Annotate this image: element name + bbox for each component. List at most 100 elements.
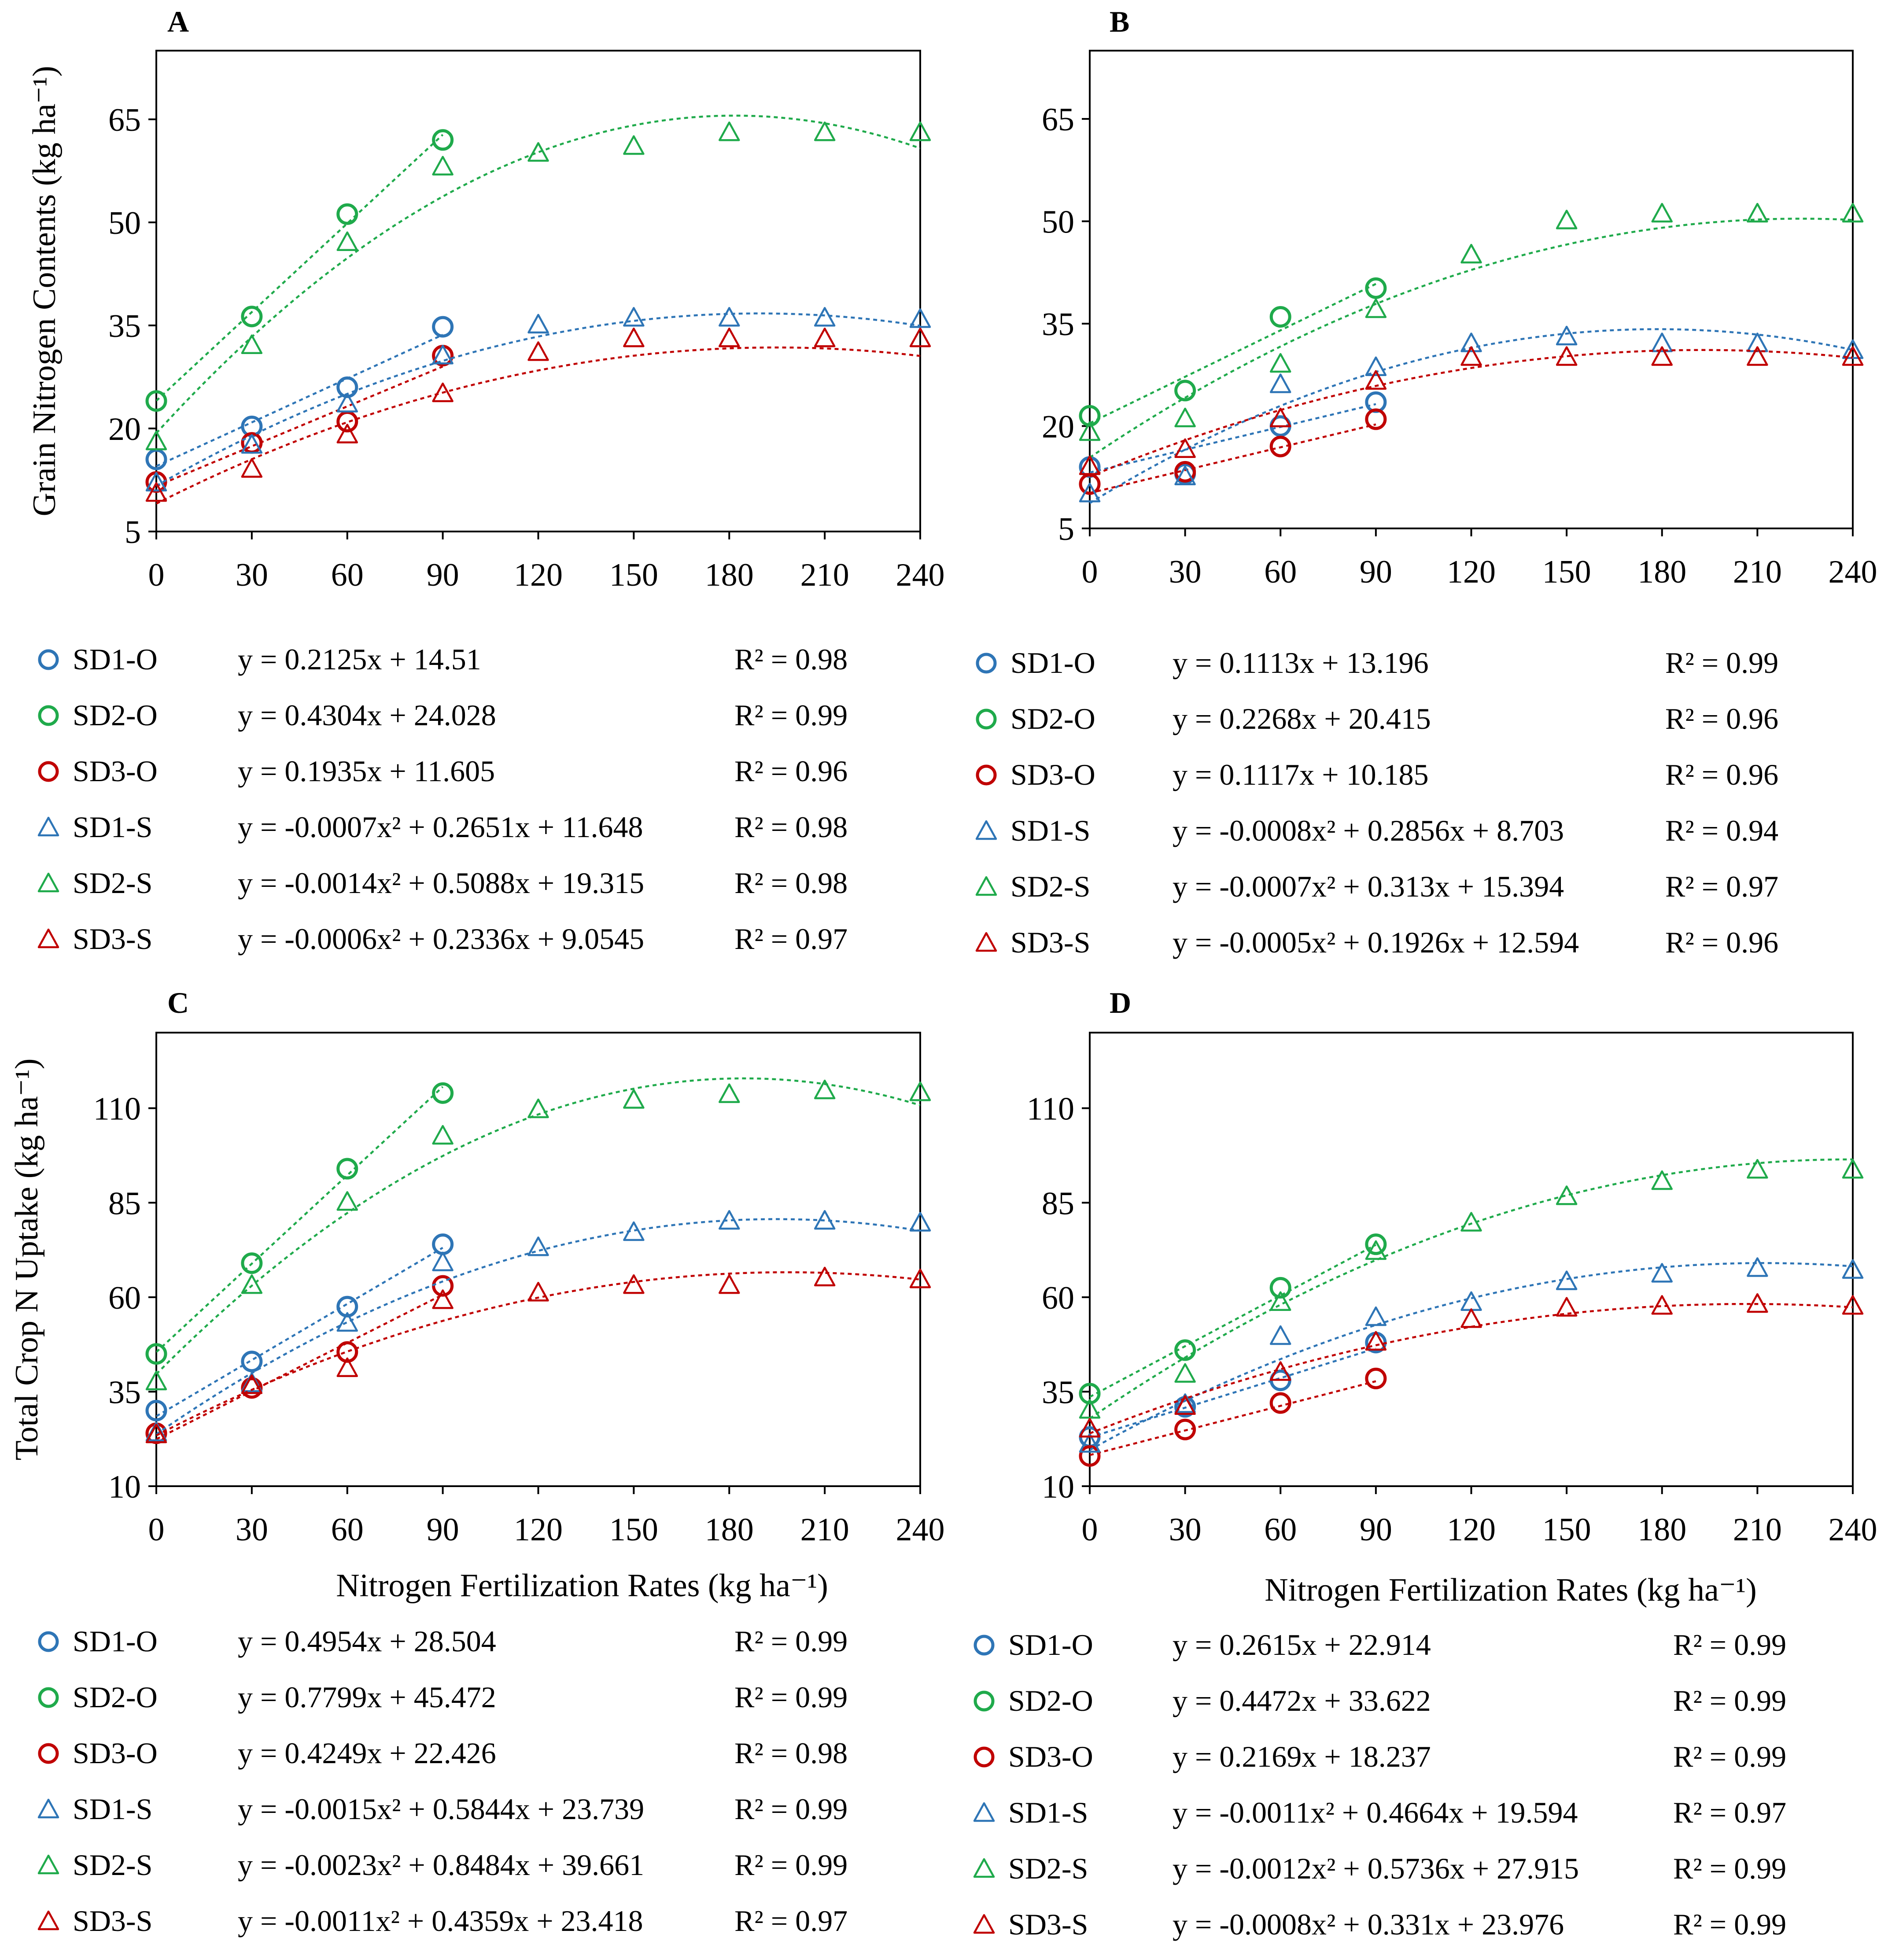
plot-frame xyxy=(155,50,921,532)
legend-marker-sd3-s xyxy=(973,1914,995,1934)
point-sd2-o xyxy=(1269,306,1291,328)
x-tick-label: 60 xyxy=(1264,554,1297,590)
legend-label-sd1-s: SD1-S xyxy=(73,810,152,844)
y-tick-label: 10 xyxy=(108,1469,141,1505)
point-sd1-s xyxy=(909,308,931,328)
point-sd3-s xyxy=(1842,1295,1864,1315)
point-sd1-o xyxy=(241,1351,263,1373)
point-sd1-s xyxy=(432,1251,454,1271)
x-tick-label: 120 xyxy=(514,557,563,593)
panel-label: D xyxy=(1110,986,1131,1019)
legend-r2-sd1-o: R² = 0.99 xyxy=(1665,646,1778,679)
legend-r2-sd2-s: R² = 0.99 xyxy=(1673,1852,1786,1885)
trendline-sd2-s xyxy=(156,1077,920,1375)
point-sd2-s xyxy=(1079,1399,1101,1419)
point-sd1-s xyxy=(814,1210,836,1230)
legend-marker-sd1-o xyxy=(976,653,997,674)
point-sd3-o xyxy=(1365,408,1387,430)
legend-equation-sd1-s: y = -0.0015x² + 0.5844x + 23.739 xyxy=(238,1792,644,1826)
point-sd1-s xyxy=(1556,325,1578,346)
point-sd1-s xyxy=(1365,1306,1387,1326)
panel-label: A xyxy=(167,5,189,38)
point-sd2-o xyxy=(1365,1233,1387,1255)
point-sd1-o xyxy=(145,1399,167,1421)
point-sd2-o xyxy=(1079,405,1101,427)
point-sd3-s xyxy=(1842,346,1864,366)
panel-a: A 5 20 35 50 65 0 30 60 90 120 150 180 210 240 Grain Ni… xyxy=(26,5,945,956)
point-sd2-o xyxy=(145,390,167,412)
trendline-sd1-s xyxy=(1090,328,1853,504)
point-sd2-o xyxy=(1079,1383,1101,1405)
point-sd1-s xyxy=(145,472,167,492)
point-sd3-s xyxy=(1651,1295,1673,1315)
point-sd3-s xyxy=(1556,1297,1578,1317)
y-tick-label: 35 xyxy=(1042,306,1074,343)
trendline-sd2-o xyxy=(1090,283,1376,424)
trendline-sd1-s xyxy=(156,312,920,487)
point-sd1-o xyxy=(336,1296,358,1318)
point-sd1-o xyxy=(336,376,358,398)
point-sd2-s xyxy=(623,135,645,155)
legend-label-sd3-s: SD3-S xyxy=(1008,1908,1088,1941)
legend-marker-sd2-s xyxy=(37,872,59,893)
y-tick-label: 65 xyxy=(108,102,141,138)
panel-label: C xyxy=(167,986,189,1019)
legend-r2-sd2-o: R² = 0.99 xyxy=(1673,1684,1786,1717)
trendline-sd2-s xyxy=(1090,1158,1853,1420)
point-sd2-s xyxy=(814,1079,836,1100)
legend-marker-sd2-o xyxy=(38,1687,59,1708)
x-tick-label: 0 xyxy=(148,557,165,593)
point-sd1-s xyxy=(719,1210,740,1230)
point-sd1-s xyxy=(1079,483,1101,502)
legend-equation-sd2-o: y = 0.7799x + 45.472 xyxy=(238,1680,496,1714)
x-tick-label: 180 xyxy=(705,1512,754,1548)
point-sd3-s xyxy=(1460,1308,1482,1328)
point-sd3-s xyxy=(336,1357,358,1377)
point-sd2-s xyxy=(241,334,263,354)
legend-label-sd1-s: SD1-S xyxy=(73,1792,152,1826)
legend-label-sd2-s: SD2-S xyxy=(73,866,152,900)
legend-label-sd1-o: SD1-O xyxy=(73,1624,158,1658)
legend-label-sd3-s: SD3-S xyxy=(73,1904,152,1938)
point-sd3-o xyxy=(336,410,358,432)
point-sd2-o xyxy=(432,1082,454,1104)
point-sd1-s xyxy=(909,1212,931,1232)
y-tick-label: 5 xyxy=(1058,511,1074,547)
point-sd2-s xyxy=(1365,1240,1387,1260)
point-sd3-o xyxy=(241,1377,263,1399)
legend-equation-sd2-s: y = -0.0014x² + 0.5088x + 19.315 xyxy=(238,866,644,900)
point-sd3-s xyxy=(623,1274,645,1294)
point-sd2-s xyxy=(527,142,549,162)
point-sd2-s xyxy=(241,1274,263,1294)
point-sd3-s xyxy=(145,1423,167,1443)
y-tick-label: 110 xyxy=(93,1091,141,1127)
legend-marker-sd3-o xyxy=(38,761,59,782)
trendline-sd3-o xyxy=(156,365,443,487)
y-tick-label: 35 xyxy=(108,308,141,344)
point-sd2-s xyxy=(623,1089,645,1109)
point-sd2-s xyxy=(432,1125,454,1145)
x-tick-label: 30 xyxy=(236,1512,268,1548)
trendline-sd3-o xyxy=(156,1294,443,1440)
legend-marker-sd2-s xyxy=(975,876,997,896)
legend-equation-sd2-s: y = -0.0012x² + 0.5736x + 27.915 xyxy=(1173,1852,1579,1885)
point-sd2-s xyxy=(1747,203,1768,223)
x-tick-label: 30 xyxy=(1169,554,1202,590)
legend-equation-sd2-o: y = 0.4304x + 24.028 xyxy=(238,698,496,732)
point-sd1-s xyxy=(1270,1325,1291,1345)
legend-r2-sd1-o: R² = 0.99 xyxy=(734,1624,848,1658)
point-sd2-s xyxy=(1174,1363,1196,1383)
trendline-sd2-o xyxy=(156,134,444,402)
point-sd1-s xyxy=(719,307,740,327)
point-sd3-o xyxy=(1174,1418,1196,1440)
trendline-sd1-o xyxy=(156,1247,443,1417)
legend-label-sd1-o: SD1-O xyxy=(1010,646,1095,679)
point-sd3-s xyxy=(814,327,836,347)
legend-label-sd3-s: SD3-S xyxy=(73,922,152,956)
point-sd1-s xyxy=(1460,1291,1482,1311)
point-sd1-s xyxy=(1651,1263,1673,1283)
x-axis-label: Nitrogen Fertilization Rates (kg ha⁻¹) xyxy=(336,1568,828,1604)
point-sd2-o xyxy=(1365,277,1387,299)
point-sd1-s xyxy=(1842,1259,1864,1279)
legend-marker-sd3-o xyxy=(38,1743,59,1764)
